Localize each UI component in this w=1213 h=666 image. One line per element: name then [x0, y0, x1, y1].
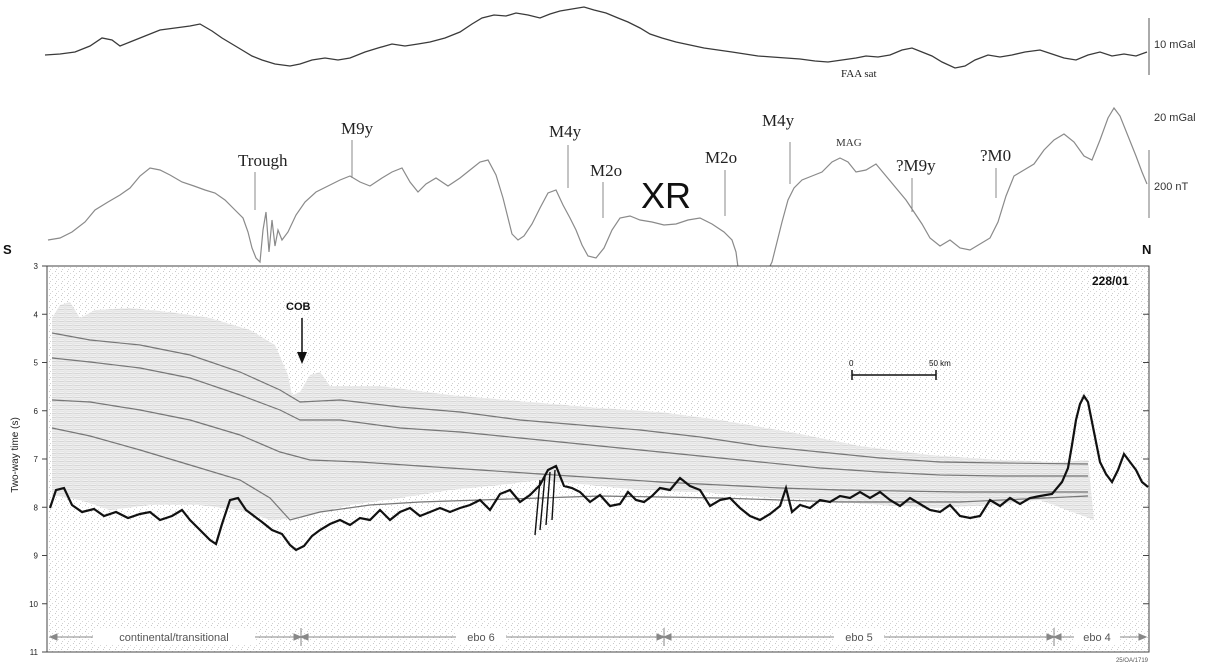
y-tick-label: 9 [34, 552, 39, 561]
anomaly-label-m9y-q: ?M9y [896, 156, 936, 175]
basement-reflector [48, 393, 1149, 552]
segment-label-bg-2 [456, 629, 506, 645]
y-tick-label: 8 [34, 503, 39, 512]
anomaly-label-m0-q: ?M0 [980, 146, 1011, 165]
segment-label-continental: continental/transitional [119, 632, 228, 644]
distance-scale-bar: 0 50 km [849, 359, 951, 380]
segment-label-ebo6: ebo 6 [467, 632, 495, 644]
y-tick-label: 6 [34, 407, 39, 416]
gravity-label: FAA sat [841, 68, 877, 80]
cob-arrow-head [297, 352, 307, 364]
figure-code: 25/OA/1719 [1116, 658, 1149, 664]
magnetic-trace [47, 106, 1148, 306]
y-tick-label: 7 [34, 455, 39, 464]
gravity-scale-label: 10 mGal [1154, 39, 1196, 51]
anomaly-label-m2o-1: M2o [590, 161, 622, 180]
magnetic-scale-label: 200 nT [1154, 181, 1189, 193]
segment-label-bg-1 [93, 629, 255, 645]
gravity-trace [44, 6, 1148, 69]
y-tick-label: 11 [30, 648, 39, 657]
segment-label-bg-4 [1074, 629, 1120, 645]
gravity-scale2-label: 20 mGal [1154, 112, 1196, 124]
anomaly-label-m4y-1: M4y [549, 122, 582, 141]
anomaly-labels: Trough M9y M4y M2o M2o M4y ?M9y ?M0 [238, 111, 1011, 218]
anomaly-label-m2o-2: M2o [705, 148, 737, 167]
profile-id: 228/01 [1092, 274, 1129, 288]
basement-faults [534, 469, 556, 536]
cob-label: COB [286, 301, 311, 313]
y-axis: 3 4 5 6 7 8 9 10 11 [29, 262, 1149, 657]
anomaly-label-trough: Trough [238, 151, 288, 170]
segment-label-ebo4: ebo 4 [1083, 632, 1111, 644]
direction-south: S [3, 242, 12, 257]
anomaly-label-m9y: M9y [341, 119, 374, 138]
y-tick-label: 4 [34, 310, 39, 319]
segment-label-ebo5: ebo 5 [845, 632, 873, 644]
sediment-package [52, 302, 1094, 520]
xr-label: XR [641, 175, 691, 216]
y-tick-label: 3 [34, 262, 39, 271]
y-axis-label: Two-way time (s) [10, 417, 21, 493]
y-tick-label: 10 [29, 600, 38, 609]
y-tick-label: 5 [34, 359, 39, 368]
magnetic-label: MAG [836, 137, 862, 149]
scale-end-label: 50 km [929, 359, 951, 368]
direction-north: N [1142, 242, 1151, 257]
anomaly-label-m4y-2: M4y [762, 111, 795, 130]
scale-start-label: 0 [849, 359, 854, 368]
segment-label-bg-3 [834, 629, 884, 645]
